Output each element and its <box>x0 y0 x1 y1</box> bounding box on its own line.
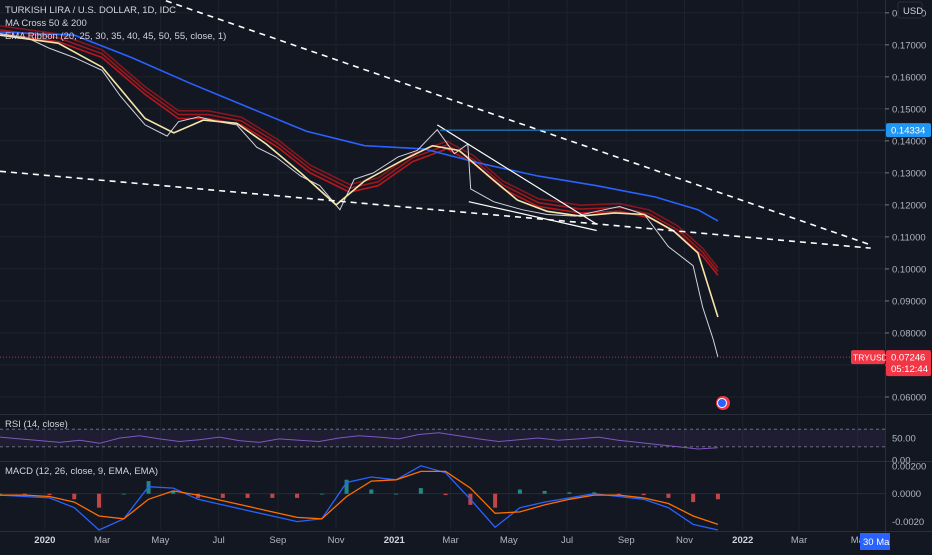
price-line <box>0 33 719 358</box>
y-tick-label: 0.11000 <box>892 232 926 243</box>
time-axis[interactable]: 2020 Mar May Jul Sep Nov 2021 Mar May Jul Sep Nov 20… <box>34 533 890 550</box>
rsi-y-label: 50.00 <box>892 434 916 445</box>
level-badge-value: 0.14334 <box>891 126 925 137</box>
macd-histogram-bar <box>715 493 720 500</box>
level-badge <box>886 123 931 138</box>
macd-histogram-bar <box>97 493 102 508</box>
current-date-badge <box>860 533 890 550</box>
wedge-trendline <box>468 201 597 232</box>
macd-histogram-bar <box>72 493 77 500</box>
wedge-trendline <box>436 124 597 225</box>
rsi-title: RSI (14, close) <box>5 419 68 430</box>
symbol-badge-label: TRYUSD <box>853 353 888 363</box>
macd-histogram-bar <box>418 488 423 494</box>
x-tick-label: May <box>151 535 169 546</box>
x-tick-label: 2022 <box>732 535 753 546</box>
rsi-panel[interactable]: RSI (14, close) <box>0 419 885 450</box>
macd-histogram-bar <box>0 493 2 495</box>
macd-histogram-bar <box>616 493 621 496</box>
macd-histogram-bar <box>220 493 225 498</box>
x-tick-label: Ma <box>851 535 865 546</box>
x-tick-label: Nov <box>328 535 345 546</box>
y-tick-label: 0.10000 <box>892 264 926 275</box>
macd-histogram-bar <box>567 492 572 494</box>
macd-histogram-bar <box>443 493 448 496</box>
x-tick-label: Mar <box>442 535 458 546</box>
macd-histogram-bar <box>270 493 275 498</box>
grid-lines <box>0 0 885 530</box>
last-price-badge <box>886 350 931 377</box>
macd-histogram-bar <box>517 489 522 494</box>
macd-y-label: -0.0020 <box>892 517 924 528</box>
macd-histogram-bar <box>245 493 250 498</box>
x-tick-label: 2021 <box>384 535 406 546</box>
macd-histogram-bar <box>369 489 374 494</box>
x-tick-label: Nov <box>676 535 693 546</box>
macd-histogram-bar <box>691 493 696 503</box>
rsi-line <box>0 432 718 450</box>
y-tick-label: 0.16000 <box>892 72 926 83</box>
signal-line <box>0 470 719 526</box>
macd-histogram-bar <box>493 493 498 508</box>
price-panel[interactable] <box>0 0 885 410</box>
x-tick-label: Jul <box>213 535 225 546</box>
ema-ribbon-legend[interactable]: EMA Ribbon (20, 25, 30, 35, 40, 45, 50, … <box>5 31 227 42</box>
event-marker-inner <box>717 398 727 408</box>
symbol-badge <box>851 350 885 365</box>
macd-y-label: 0.0000 <box>892 489 921 500</box>
macd-histogram-bar <box>295 493 300 498</box>
current-date-label: 30 Ma <box>863 537 890 548</box>
ma-cross-legend[interactable]: MA Cross 50 & 200 <box>5 18 87 29</box>
y-tick-label: 0.09000 <box>892 296 926 307</box>
x-tick-label: Mar <box>791 535 807 546</box>
macd-histogram-bar <box>394 493 399 495</box>
ma50-line <box>0 34 719 318</box>
x-tick-label: Jul <box>561 535 573 546</box>
macd-panel[interactable]: MACD (12, 26, close, 9, EMA, EMA) <box>0 465 885 531</box>
macd-histogram-bar <box>22 493 27 496</box>
y-tick-label: 0.14000 <box>892 136 926 147</box>
y-tick-label: 0.13000 <box>892 168 926 179</box>
macd-histogram-bar <box>344 479 349 494</box>
y-tick-label: 0.17000 <box>892 40 926 51</box>
ema-ribbon-line <box>0 29 719 272</box>
dashed-trendline <box>0 170 871 249</box>
macd-y-label: 0.00200 <box>892 461 926 472</box>
macd-histogram-bar <box>592 492 597 494</box>
x-tick-label: Mar <box>94 535 110 546</box>
y-tick-label: 0.06000 <box>892 392 926 403</box>
macd-histogram-bar <box>319 493 324 495</box>
macd-histogram-bar <box>196 493 201 498</box>
macd-histogram-bar <box>47 493 52 496</box>
last-price-value: 0.07246 <box>891 353 925 364</box>
macd-line <box>0 465 719 531</box>
y-tick-label: 0.12000 <box>892 200 926 211</box>
dashed-trendline <box>161 0 871 246</box>
macd-histogram-bar <box>171 490 176 494</box>
macd-title: MACD (12, 26, close, 9, EMA, EMA) <box>5 466 158 477</box>
macd-histogram-bar <box>121 493 126 495</box>
macd-histogram-bar <box>666 493 671 498</box>
y-tick-label: 0.08000 <box>892 328 926 339</box>
y-tick-label: 0.15000 <box>892 104 926 115</box>
rsi-y-label: 0.00 <box>892 456 911 467</box>
x-tick-label: May <box>500 535 518 546</box>
macd-histogram-bar <box>542 490 547 494</box>
ma200-line <box>0 31 719 222</box>
x-tick-label: Sep <box>269 535 286 546</box>
ema-ribbon-line <box>0 25 719 269</box>
countdown-value: 05:12:44 <box>891 364 928 375</box>
x-tick-label: 2020 <box>34 535 55 546</box>
currency-label: USD <box>903 6 923 17</box>
macd-histogram-bar <box>641 493 646 496</box>
symbol-title[interactable]: TURKISH LIRA / U.S. DOLLAR, 1D, IDC <box>5 5 177 16</box>
x-tick-label: Sep <box>618 535 635 546</box>
currency-box <box>897 1 923 19</box>
rsi-band <box>0 429 885 447</box>
